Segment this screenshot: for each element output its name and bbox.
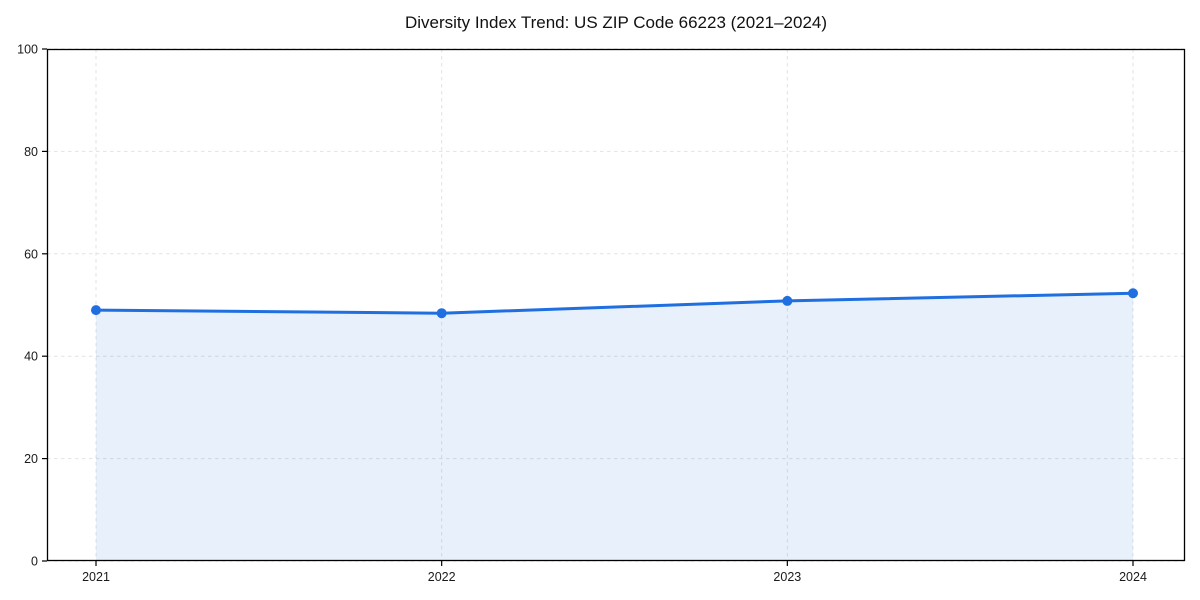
trend-line — [94, 291, 1135, 315]
area-fill — [96, 293, 1133, 561]
data-point-marker — [436, 308, 447, 319]
x-tick-label: 2022 — [428, 570, 456, 584]
x-tick-label: 2023 — [773, 570, 801, 584]
chart-title: Diversity Index Trend: US ZIP Code 66223… — [404, 13, 828, 32]
y-tick-label: 0 — [31, 555, 38, 569]
data-point-marker — [91, 305, 101, 316]
y-tick-label: 100 — [17, 43, 38, 57]
x-tick-label: 2024 — [1119, 570, 1147, 584]
data-point-marker — [1128, 288, 1138, 299]
y-tick-label: 20 — [24, 452, 38, 466]
plot-border — [46, 48, 1186, 562]
y-tick-label: 40 — [24, 350, 38, 364]
x-tick-label: 2021 — [82, 570, 110, 584]
y-tick-label: 80 — [24, 145, 38, 159]
data-point-marker — [782, 295, 793, 306]
y-tick-label: 60 — [24, 247, 38, 261]
